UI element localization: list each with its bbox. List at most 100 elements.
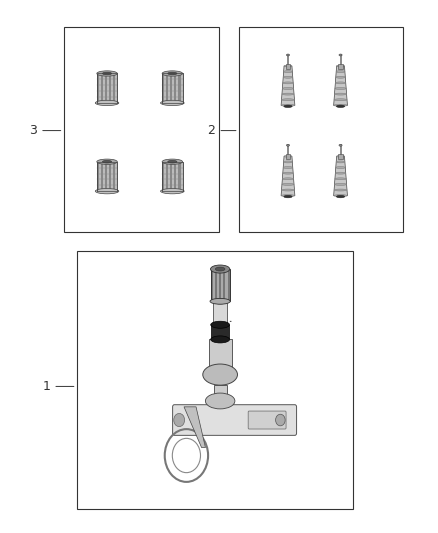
Circle shape — [276, 414, 285, 426]
Bar — [162, 161, 183, 191]
Ellipse shape — [283, 87, 293, 90]
Ellipse shape — [286, 54, 290, 56]
Bar — [217, 269, 219, 301]
Polygon shape — [334, 66, 347, 106]
Bar — [213, 301, 227, 363]
Ellipse shape — [286, 144, 290, 146]
Bar — [223, 269, 226, 301]
Ellipse shape — [284, 71, 292, 72]
Ellipse shape — [336, 82, 346, 84]
Bar — [162, 161, 164, 191]
Bar — [97, 74, 117, 103]
Ellipse shape — [284, 155, 292, 157]
Bar — [99, 74, 101, 103]
Bar — [179, 74, 180, 103]
Ellipse shape — [335, 183, 346, 185]
Ellipse shape — [334, 104, 347, 106]
Ellipse shape — [336, 167, 345, 168]
Bar — [64, 27, 219, 232]
Bar — [168, 161, 170, 191]
Bar — [239, 27, 403, 232]
Bar — [215, 269, 217, 301]
Bar — [179, 161, 180, 191]
Ellipse shape — [211, 321, 230, 328]
Bar — [168, 74, 170, 103]
Bar — [105, 74, 107, 103]
Bar — [211, 269, 230, 301]
Bar — [180, 161, 183, 191]
Bar — [103, 161, 105, 191]
Bar — [166, 161, 168, 191]
Ellipse shape — [215, 267, 225, 271]
Ellipse shape — [211, 265, 230, 273]
Bar — [226, 269, 228, 301]
Ellipse shape — [336, 155, 345, 157]
Bar — [211, 269, 212, 301]
Bar — [115, 74, 117, 103]
Bar — [113, 161, 115, 191]
Ellipse shape — [162, 71, 183, 76]
Bar — [172, 161, 174, 191]
Bar — [101, 161, 103, 191]
Ellipse shape — [336, 76, 345, 78]
Bar — [170, 161, 172, 191]
Ellipse shape — [339, 144, 342, 146]
Ellipse shape — [284, 161, 292, 163]
Ellipse shape — [97, 159, 117, 164]
Bar — [214, 385, 226, 401]
Ellipse shape — [95, 100, 119, 106]
Ellipse shape — [335, 178, 346, 180]
Bar — [180, 74, 183, 103]
Bar — [107, 74, 109, 103]
Ellipse shape — [161, 100, 184, 106]
Ellipse shape — [168, 72, 177, 75]
Ellipse shape — [283, 82, 293, 84]
Bar — [115, 161, 117, 191]
Bar — [162, 74, 183, 103]
Bar — [97, 161, 99, 191]
Ellipse shape — [210, 298, 230, 304]
Ellipse shape — [161, 189, 184, 194]
FancyBboxPatch shape — [173, 405, 297, 435]
Bar — [286, 155, 290, 159]
Bar — [177, 161, 179, 191]
Bar — [162, 74, 183, 103]
Ellipse shape — [283, 178, 293, 180]
Ellipse shape — [334, 195, 347, 197]
Ellipse shape — [283, 172, 293, 174]
Ellipse shape — [213, 298, 227, 304]
Ellipse shape — [336, 172, 346, 174]
Ellipse shape — [168, 160, 177, 163]
FancyBboxPatch shape — [248, 411, 286, 429]
Bar — [162, 74, 164, 103]
Ellipse shape — [336, 71, 345, 72]
Bar — [174, 161, 177, 191]
Bar — [103, 74, 105, 103]
Bar — [219, 269, 221, 301]
Bar — [162, 161, 183, 191]
Text: 3: 3 — [29, 124, 61, 137]
Ellipse shape — [334, 99, 347, 101]
Bar — [111, 161, 113, 191]
Ellipse shape — [282, 189, 294, 191]
Bar — [99, 161, 101, 191]
Bar — [172, 74, 174, 103]
Bar — [170, 74, 172, 103]
Bar — [208, 340, 232, 375]
Polygon shape — [281, 66, 295, 106]
Bar — [113, 74, 115, 103]
Ellipse shape — [162, 159, 183, 164]
Bar — [97, 161, 117, 191]
Text: 4: 4 — [217, 316, 231, 329]
Bar — [338, 155, 343, 159]
Ellipse shape — [336, 161, 345, 163]
Bar — [166, 74, 168, 103]
Bar — [101, 74, 103, 103]
Ellipse shape — [283, 167, 293, 168]
Ellipse shape — [283, 76, 293, 78]
Ellipse shape — [97, 71, 117, 76]
Bar — [228, 269, 230, 301]
Ellipse shape — [205, 393, 235, 409]
Ellipse shape — [284, 105, 292, 108]
Polygon shape — [184, 407, 205, 448]
